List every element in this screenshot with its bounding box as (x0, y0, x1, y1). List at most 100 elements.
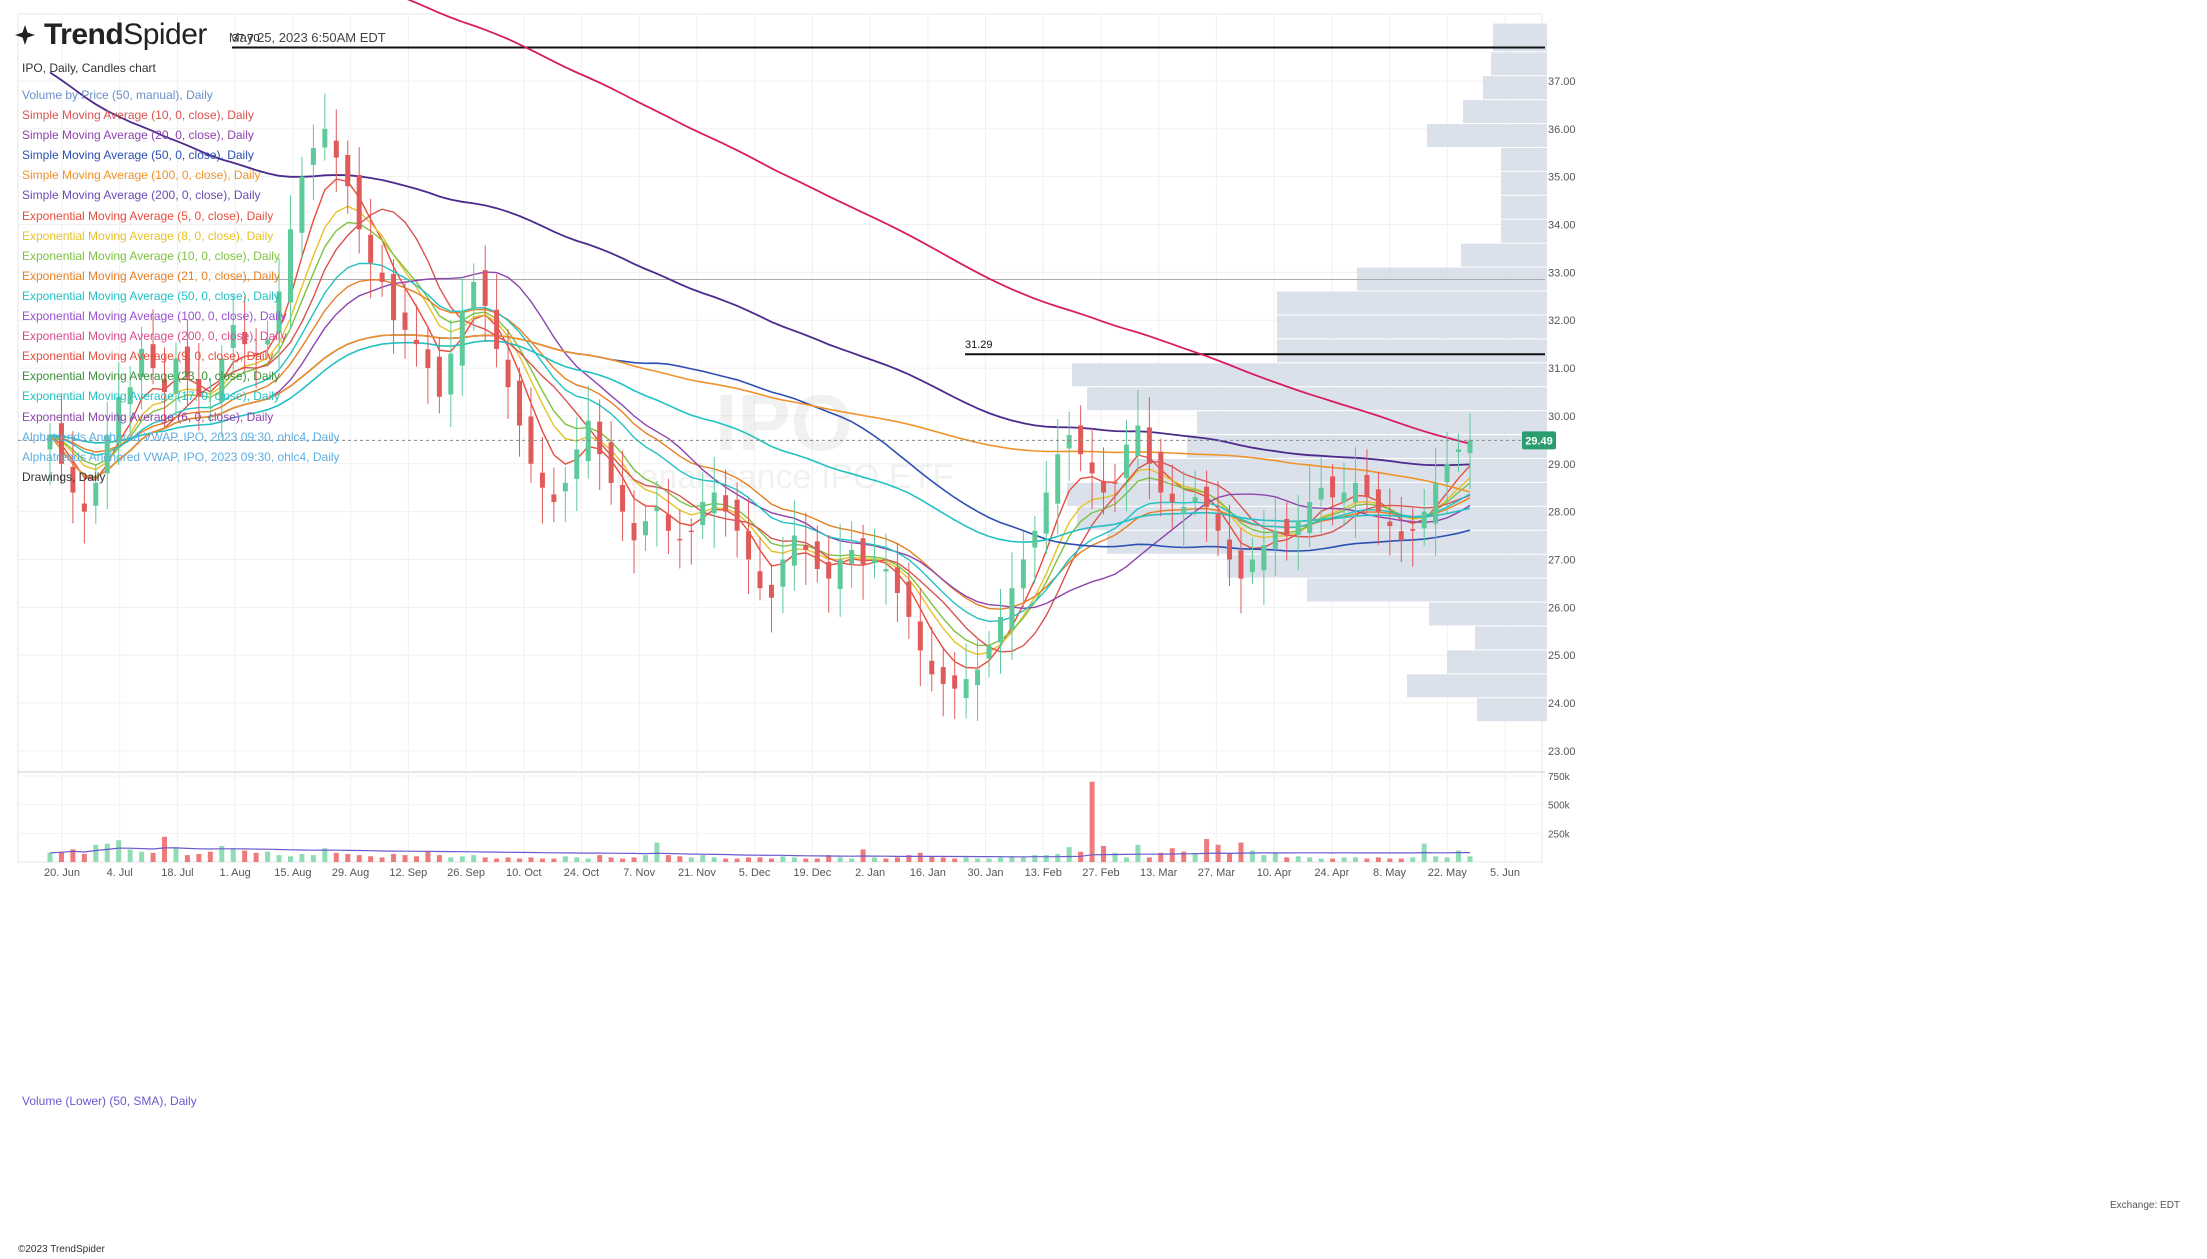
legend-entry[interactable]: Exponential Moving Average (17, 0, close… (22, 389, 280, 404)
volume-bar (413, 856, 419, 862)
candle-body (448, 353, 454, 395)
volume-bar (1043, 855, 1049, 862)
volume-bar (734, 858, 740, 862)
legend-entry[interactable]: Exponential Moving Average (5, 0, close)… (22, 208, 274, 223)
volume-profile-bar (1277, 339, 1547, 363)
candle-body (1341, 492, 1347, 503)
volume-bar (677, 856, 683, 862)
candle-body (975, 669, 981, 686)
volume-bar (654, 842, 660, 862)
volume-bar (975, 858, 981, 862)
candle-body (322, 128, 328, 148)
volume-bar (322, 848, 328, 862)
volume-profile-bar (1461, 243, 1547, 267)
volume-bar (803, 858, 809, 862)
y-tick-label: 34.00 (1548, 220, 1576, 232)
legend-entry[interactable]: Drawings, Daily (22, 469, 106, 484)
candle-body (150, 344, 156, 369)
ema-21-line (49, 279, 1471, 610)
sma-100-line (49, 334, 1471, 493)
brand-name: TrendSpider (44, 18, 207, 51)
volume-bar (58, 851, 64, 862)
legend-entry[interactable]: Simple Moving Average (200, 0, close), D… (22, 188, 261, 203)
candle-body (814, 541, 820, 570)
volume-bar (276, 855, 282, 862)
trendspider-logo-icon (15, 25, 35, 45)
volume-bar (287, 856, 293, 862)
candle-body (505, 359, 511, 388)
volume-bar (1009, 856, 1015, 862)
volume-bar (1158, 852, 1164, 862)
candle-body (620, 485, 626, 512)
x-tick-label: 1. Aug (220, 867, 251, 879)
legend-entry[interactable]: Exponential Moving Average (8, 0, close)… (22, 228, 274, 243)
volume-bar (1146, 857, 1152, 862)
volume-bar (81, 853, 87, 862)
legend-entry[interactable]: Exponential Moving Average (200, 0, clos… (22, 329, 287, 344)
candle-body (746, 531, 752, 560)
legend-entry[interactable]: Exponential Moving Average (50, 0, close… (22, 288, 280, 303)
candle-body (826, 561, 832, 579)
candle-body (642, 521, 648, 536)
candle-body (1375, 489, 1381, 512)
candle-body (929, 660, 935, 675)
volume-bar (253, 852, 259, 862)
volume-bar (1192, 852, 1198, 862)
legend-entry[interactable]: Alphatrends Anchored VWAP, IPO, 2023 09:… (22, 429, 340, 444)
volume-bar (814, 858, 820, 862)
legend-entry[interactable]: Alphatrends Anchored VWAP, IPO, 2023 09:… (22, 449, 340, 464)
y-tick-label: 33.00 (1548, 267, 1576, 279)
x-tick-label: 29. Aug (332, 867, 369, 879)
candle-body (906, 581, 912, 617)
candle-body (219, 358, 225, 403)
candle-body (333, 140, 339, 158)
legend-entry[interactable]: Simple Moving Average (50, 0, close), Da… (22, 148, 254, 163)
x-tick-label: 22. May (1428, 867, 1468, 879)
volume-bar (139, 851, 145, 862)
legend-entry[interactable]: Volume by Price (50, manual), Daily (22, 88, 213, 102)
legend-entry[interactable]: Simple Moving Average (100, 0, close), D… (22, 168, 261, 183)
volume-bar (116, 840, 122, 862)
legend-entry[interactable]: Exponential Moving Average (10, 0, close… (22, 248, 280, 263)
volume-bar (826, 855, 832, 862)
candle-body (1421, 511, 1427, 529)
legend-entry[interactable]: Exponential Moving Average (21, 0, close… (22, 268, 280, 283)
candle-body (1272, 530, 1278, 549)
candle-body (368, 234, 374, 263)
candle-body (1307, 502, 1313, 534)
legend-entry[interactable]: Exponential Moving Average (23, 0, close… (22, 369, 280, 384)
y-tick-label: 35.00 (1548, 172, 1576, 184)
volume-bar (539, 858, 545, 862)
y-tick-label: 30.00 (1548, 411, 1576, 423)
y-tick-label: 23.00 (1548, 746, 1576, 758)
volume-bar (1444, 857, 1450, 862)
volume-bar (620, 858, 626, 862)
candle-body (47, 435, 53, 450)
x-tick-label: 4. Jul (107, 867, 133, 879)
volume-tick-label: 750k (1548, 772, 1571, 783)
volume-profile-bar (1107, 530, 1547, 554)
x-tick-label: 12. Sep (389, 867, 427, 879)
legend-entry[interactable]: Exponential Moving Average (100, 0, clos… (22, 309, 287, 324)
candle-body (1146, 427, 1152, 464)
volume-profile-bar (1407, 674, 1547, 698)
candle-body (139, 348, 145, 377)
volume-bar (562, 856, 568, 862)
volume-bar (642, 855, 648, 862)
legend-entry[interactable]: Simple Moving Average (10, 0, close), Da… (22, 108, 254, 123)
candle-body (940, 667, 946, 684)
volume-profile-bar (1429, 602, 1547, 626)
volume-profile-bar (1127, 458, 1547, 482)
x-tick-label: 18. Jul (161, 867, 193, 879)
legend-entry[interactable]: Exponential Moving Average (9, 0, close)… (22, 349, 274, 364)
volume-bar (1249, 850, 1255, 862)
legend-entry[interactable]: Exponential Moving Average (6, 0, close)… (22, 409, 274, 424)
volume-panel-label: Volume (Lower) (50, SMA), Daily (22, 1094, 197, 1108)
candle-body (517, 380, 523, 426)
legend-entry[interactable]: Simple Moving Average (20, 0, close), Da… (22, 128, 254, 143)
candle-body (173, 358, 179, 394)
x-tick-label: 30. Jan (967, 867, 1003, 879)
candle-body (1456, 449, 1462, 453)
y-tick-label: 27.00 (1548, 554, 1576, 566)
volume-bar (230, 848, 236, 862)
